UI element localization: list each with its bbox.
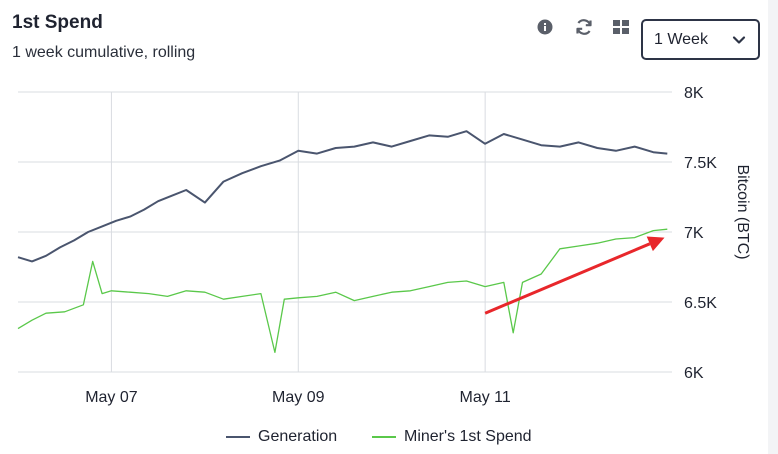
range-select-value: 1 Week (654, 30, 708, 48)
legend-item-miners-first-spend[interactable]: Miner's 1st Spend (372, 428, 532, 446)
annotation-arrow-head (646, 236, 665, 252)
range-select[interactable]: 1 Week (641, 19, 760, 60)
grid-icon[interactable] (610, 16, 632, 38)
legend-label-miners-first-spend: Miner's 1st Spend (404, 428, 532, 445)
y-tick-label: 6K (684, 365, 704, 382)
x-tick-label: May 11 (460, 389, 511, 406)
legend-label-generation: Generation (258, 428, 338, 445)
y-tick-label: 8K (684, 85, 704, 102)
y-tick-label: 6.5K (684, 295, 717, 312)
chart-title: 1st Spend (12, 12, 103, 33)
info-icon[interactable] (534, 16, 556, 38)
y-axis-label: Bitcoin (BTC) (734, 164, 751, 259)
series-line-miners-first-spend (17, 228, 668, 354)
legend-swatch-generation (226, 436, 250, 438)
y-tick-label: 7K (684, 225, 704, 242)
x-tick-label: May 07 (85, 389, 138, 406)
chart-subtitle: 1 week cumulative, rolling (12, 44, 196, 61)
y-tick-label: 7.5K (684, 155, 717, 172)
chart-legend: Generation Miner's 1st Spend (0, 428, 778, 452)
series-line-generation (17, 130, 668, 263)
line-chart: 6K 6.5K 7K 7.5K 8K May 07 May 09 May 11 Bitcoin … (17, 85, 751, 406)
legend-swatch-miners-first-spend (372, 436, 396, 438)
legend-item-generation[interactable]: Generation (226, 428, 337, 446)
scrollbar-gutter (768, 0, 778, 454)
refresh-icon[interactable] (573, 16, 595, 38)
annotation-arrow-shaft (484, 242, 651, 315)
x-tick-label: May 09 (272, 389, 325, 406)
chevron-down-icon (732, 36, 746, 44)
